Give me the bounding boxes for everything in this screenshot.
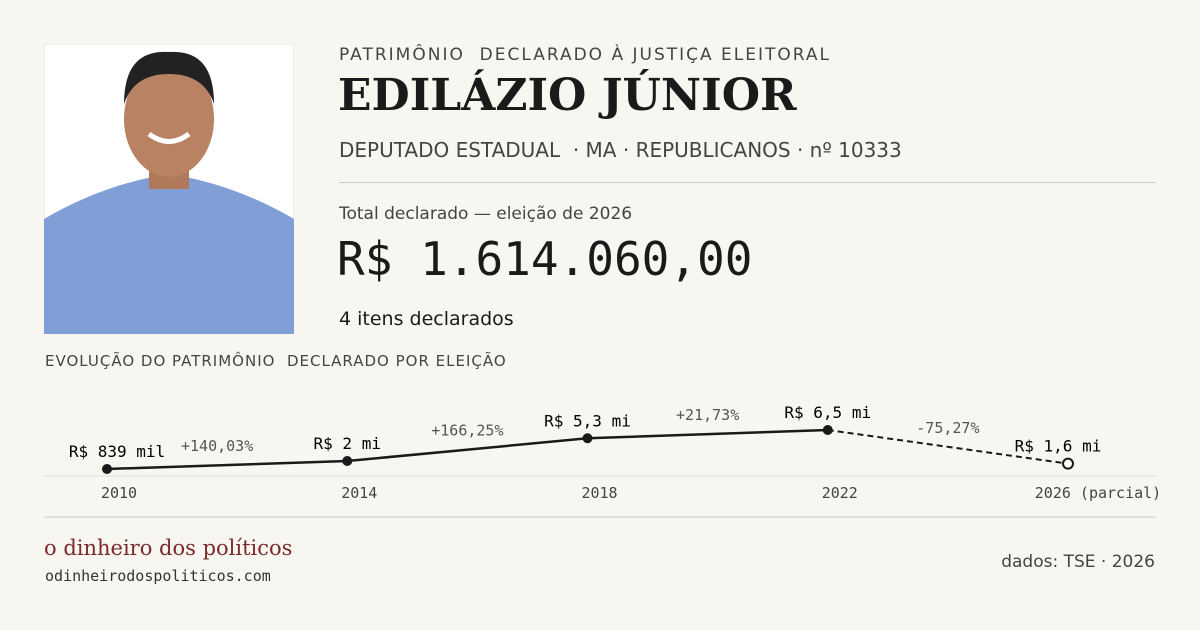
line — [106, 428, 828, 471]
point — [342, 456, 353, 467]
x-tick-label: 2022 — [822, 484, 858, 502]
items: 4 itens declarados — [339, 308, 514, 330]
total: R$ 1.614.060,00 — [337, 232, 753, 286]
chart: R$ 839 mil 2010 R$ 2 mi 2014 R$ 5,3 mi 2018 R$… — [44, 403, 1161, 518]
divider — [339, 182, 1156, 183]
change-label: +166,25% — [431, 422, 503, 440]
photo — [44, 44, 294, 334]
kicker: PATRIMÔNIO DECLARADO À JUSTIÇA ELEITORAL — [339, 45, 832, 65]
value-label: R$ 2 mi — [314, 434, 381, 453]
brand: o dinheiro dos políticos — [44, 536, 293, 560]
change-label: +140,03% — [181, 437, 253, 455]
x-tick-label: 2026 (parcial) — [1035, 484, 1161, 502]
point — [102, 464, 112, 474]
site: odinheirodospoliticos.com — [45, 567, 271, 585]
change-label: -75,27% — [916, 419, 979, 437]
x-tick-label: 2010 — [101, 484, 137, 502]
chart-title: EVOLUÇÃO DO PATRIMÔNIO DECLARADO POR ELE… — [45, 352, 507, 370]
role: DEPUTADO ESTADUAL · MA · REPUBLICANOS · … — [339, 138, 902, 162]
value-label: R$ 6,5 mi — [784, 403, 871, 422]
x-tick-label: 2018 — [581, 484, 617, 502]
value-label: R$ 5,3 mi — [544, 411, 631, 430]
x-tick-label: 2014 — [341, 484, 377, 502]
value-label: R$ 1,6 mi — [1015, 437, 1102, 456]
point — [582, 433, 593, 444]
source: dados: TSE · 2026 — [1001, 552, 1155, 572]
point — [822, 425, 833, 435]
name: EDILÁZIO JÚNIOR — [338, 70, 797, 121]
change-label: +21,73% — [676, 406, 739, 424]
value-label: R$ 839 mil — [69, 442, 165, 461]
point — [1062, 457, 1074, 470]
total-label: Total declarado — eleição de 2026 — [339, 204, 633, 224]
line-partial — [827, 429, 1069, 465]
